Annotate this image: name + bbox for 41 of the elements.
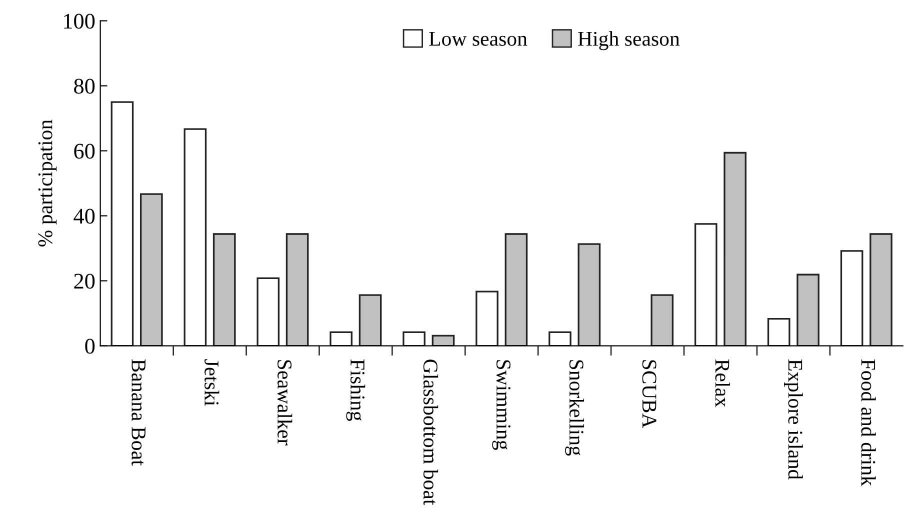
bar xyxy=(840,250,864,346)
bar xyxy=(578,243,601,346)
bar xyxy=(870,233,892,346)
x-tick-label: Seawalker xyxy=(278,360,292,446)
bar xyxy=(650,294,674,346)
bar xyxy=(432,334,455,346)
x-tick-label: Swimming xyxy=(492,360,510,450)
bar xyxy=(330,331,352,346)
bar xyxy=(402,331,426,346)
bar xyxy=(767,318,790,346)
bar xyxy=(724,152,746,346)
y-tick-label: 100 xyxy=(64,14,95,29)
x-tick-label: Relax xyxy=(715,359,730,408)
bar xyxy=(358,294,382,346)
x-tick-label: Banana Boat xyxy=(132,359,146,466)
legend-label: High season xyxy=(578,31,680,50)
bar xyxy=(140,193,163,346)
x-tick-label: Glassbottom boat xyxy=(423,360,438,506)
legend-label: Low season xyxy=(429,32,528,46)
x-tick-label: SCUBA xyxy=(642,360,656,428)
bar xyxy=(796,274,820,346)
bar xyxy=(256,277,280,346)
x-tick-label: Snorkelling xyxy=(565,360,584,456)
y-tick-label: 20 xyxy=(74,274,95,289)
x-tick-label: Explore island xyxy=(784,359,803,480)
bar xyxy=(110,101,134,346)
y-axis-title: % participation xyxy=(38,120,57,247)
y-tick-label: 40 xyxy=(74,208,95,224)
x-tick-label: Food and drink xyxy=(861,359,876,486)
bar xyxy=(548,331,572,346)
bar xyxy=(476,290,498,346)
bar xyxy=(504,233,528,346)
y-tick-label: 60 xyxy=(74,144,95,159)
bar xyxy=(212,233,236,346)
x-tick-label: Jetski xyxy=(204,359,220,406)
bar xyxy=(184,128,207,346)
x-tick-label: Fishing xyxy=(346,359,366,421)
bar xyxy=(694,223,718,346)
y-tick-label: 80 xyxy=(74,78,95,94)
bar xyxy=(286,233,309,346)
y-tick-label: 0 xyxy=(85,338,95,354)
